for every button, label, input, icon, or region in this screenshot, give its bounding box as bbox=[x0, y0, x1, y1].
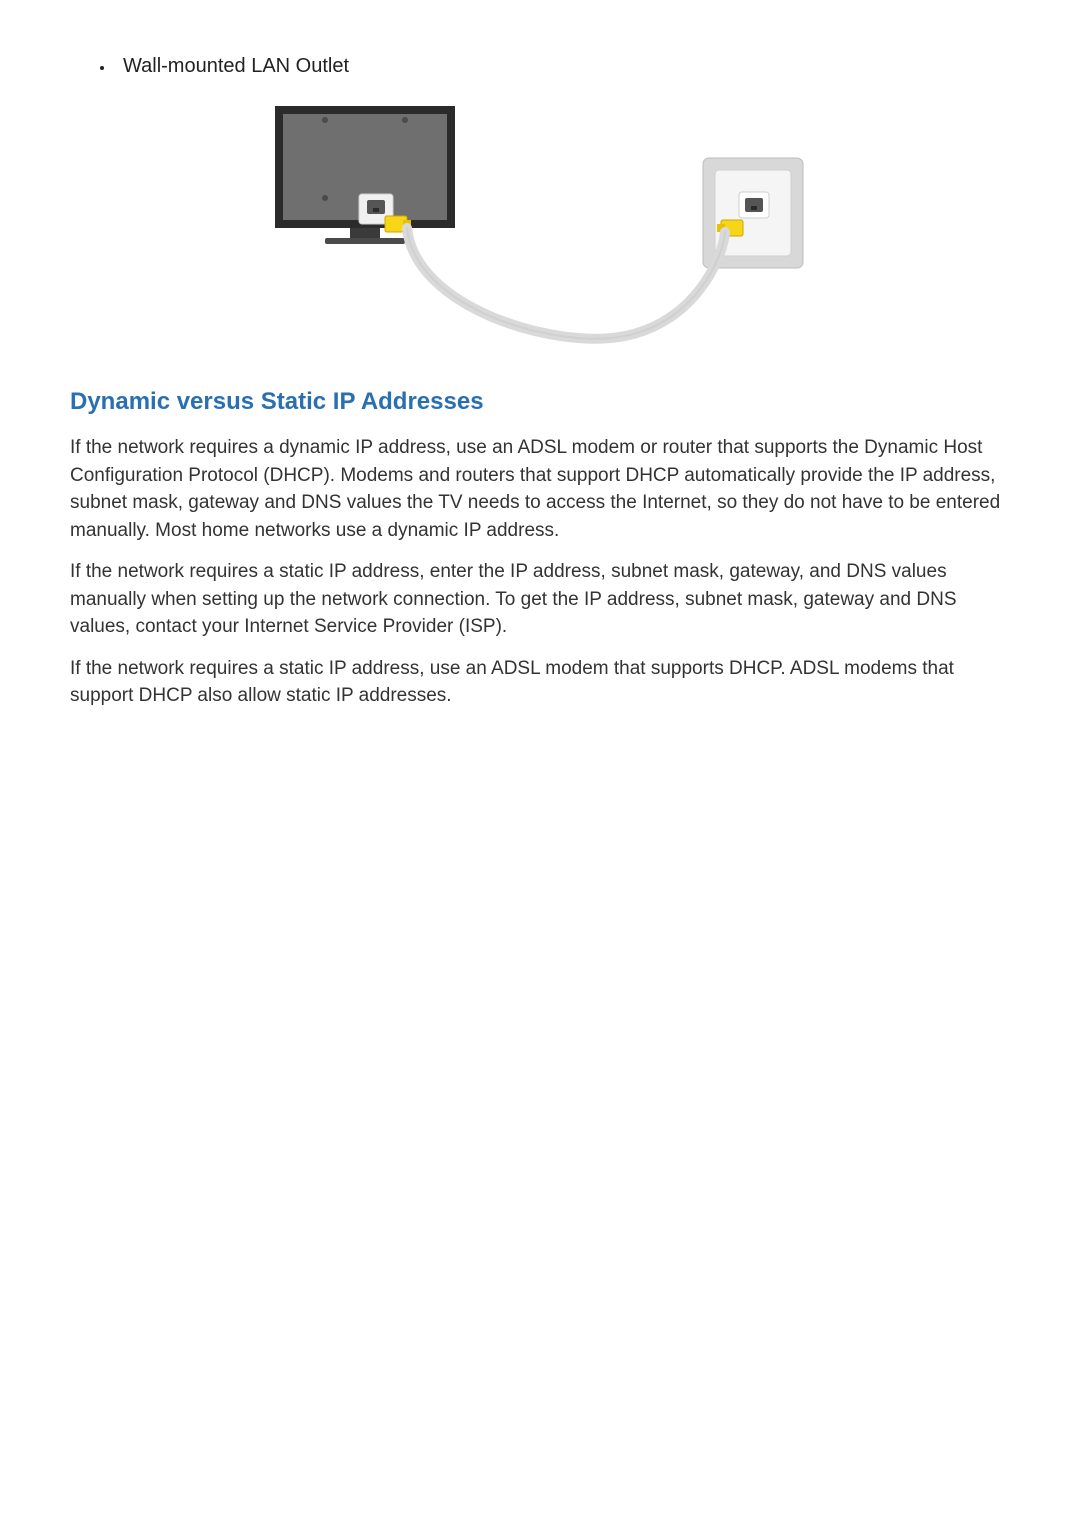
bullet-list: Wall-mounted LAN Outlet bbox=[70, 55, 1010, 78]
paragraph-static-ip-setup: If the network requires a static IP addr… bbox=[70, 558, 1010, 641]
paragraph-adsl-modem: If the network requires a static IP addr… bbox=[70, 655, 1010, 710]
wall-lan-port bbox=[739, 192, 769, 218]
lan-cable-icon bbox=[407, 228, 725, 339]
paragraph-dhcp-info: If the network requires a dynamic IP add… bbox=[70, 434, 1010, 544]
tv-icon bbox=[275, 106, 455, 244]
page-container: Wall-mounted LAN Outlet bbox=[0, 0, 1080, 1527]
connection-diagram bbox=[255, 98, 825, 358]
section-heading-dynamic-static-ip: Dynamic versus Static IP Addresses bbox=[70, 388, 1010, 416]
bullet-item-wall-outlet: Wall-mounted LAN Outlet bbox=[115, 55, 1010, 78]
